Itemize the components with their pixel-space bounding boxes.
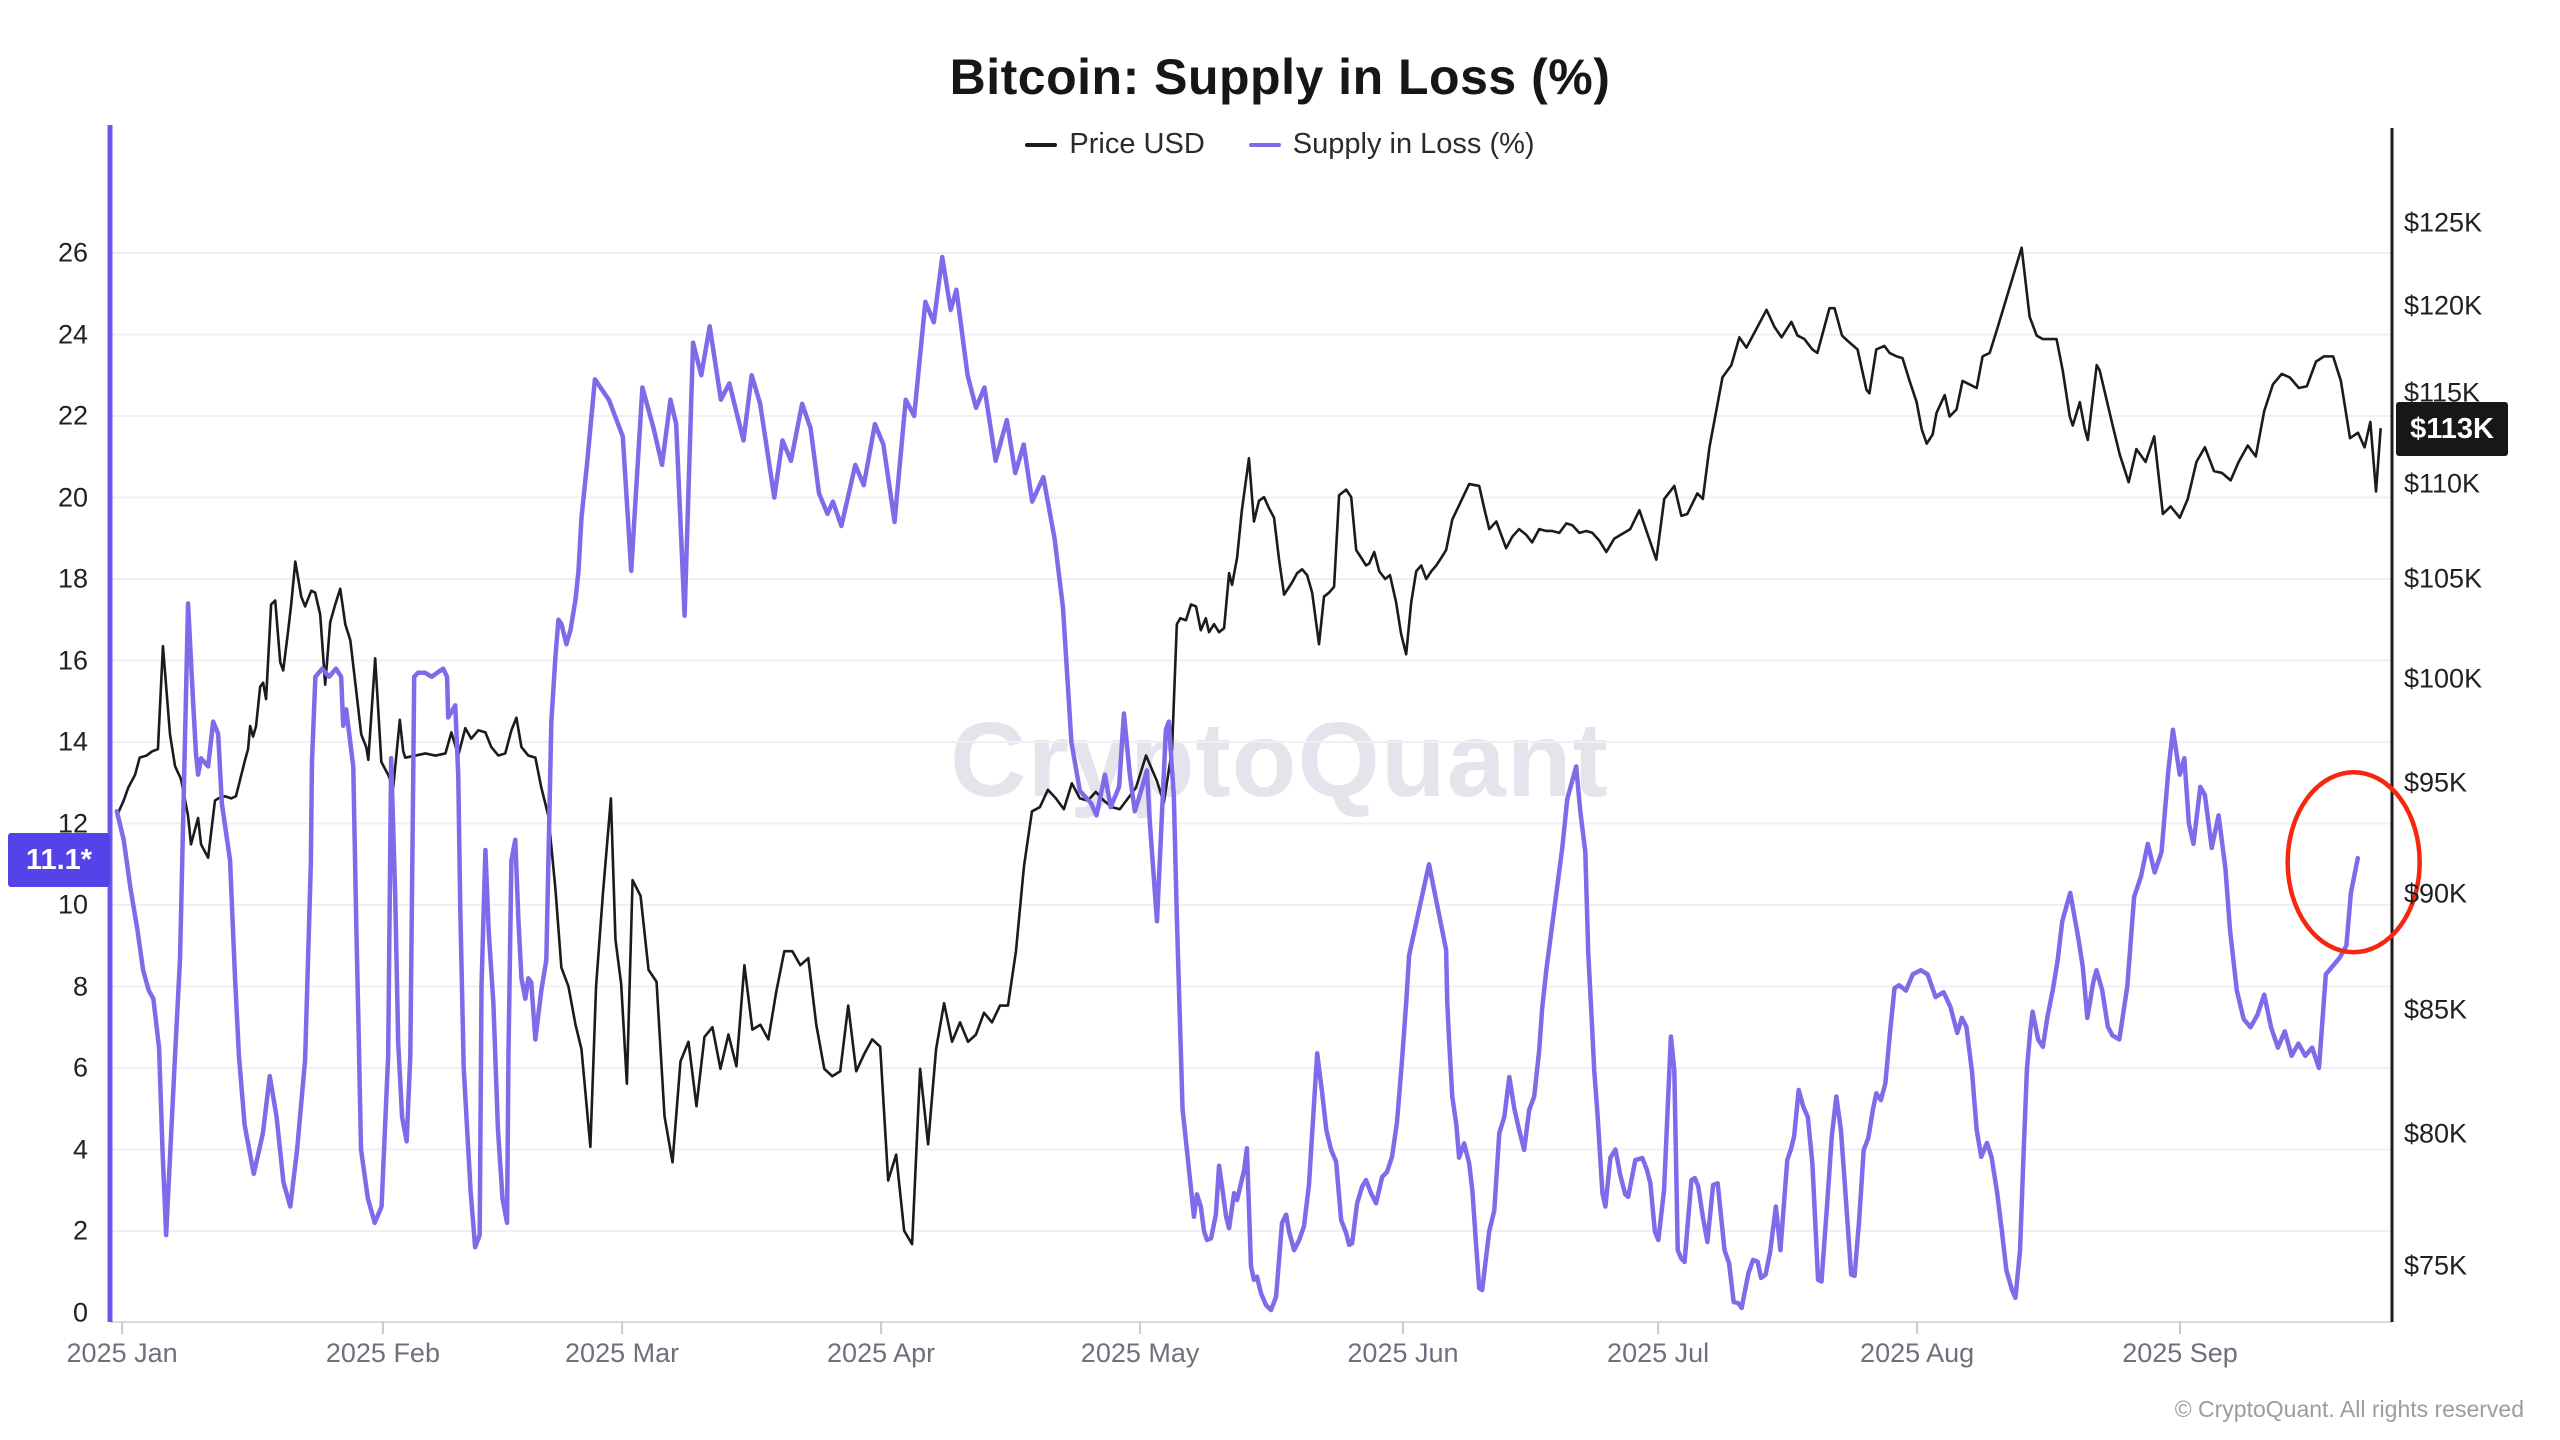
right-axis-tick-label: $95K	[2404, 767, 2468, 798]
right-axis-tick-label: $80K	[2404, 1118, 2468, 1149]
left-axis-tick-label: 10	[57, 889, 88, 920]
right-axis-tick-label: $125K	[2404, 207, 2483, 238]
x-axis-tick-label: 2025 Sep	[2122, 1338, 2238, 1368]
copyright-footer: © CryptoQuant. All rights reserved	[2174, 1396, 2524, 1422]
left-axis-tick-label: 16	[57, 645, 88, 675]
x-axis-tick-label: 2025 Feb	[325, 1338, 440, 1368]
left-axis-tick-label: 8	[72, 971, 88, 1001]
legend: Price USD Supply in Loss (%)	[0, 128, 2560, 161]
x-axis-tick-label: 2025 Jun	[1347, 1338, 1459, 1368]
left-axis-tick-label: 20	[57, 482, 88, 512]
x-axis-tick-label: 2025 Mar	[565, 1338, 680, 1368]
left-axis-tick-label: 18	[57, 563, 88, 594]
x-axis-tick-label: 2025 Apr	[827, 1338, 936, 1368]
x-axis-tick-label: 2025 May	[1080, 1338, 1200, 1368]
supply-in-loss-line	[114, 254, 2361, 1313]
price-current-value-badge: $113K	[2396, 402, 2508, 457]
left-axis-tick-label: 2	[72, 1215, 88, 1246]
legend-label-price: Price USD	[1069, 128, 1205, 160]
left-axis-tick-label: 22	[57, 400, 88, 431]
left-axis-tick-label: 12	[57, 808, 88, 838]
left-axis-tick-label: 14	[57, 726, 88, 757]
left-axis-tick-label: 0	[72, 1297, 88, 1327]
left-axis-tick-label: 26	[57, 237, 88, 268]
left-axis-tick-label: 6	[72, 1052, 88, 1083]
right-axis-tick-label: $90K	[2404, 878, 2468, 909]
price-line-swatch-icon	[1025, 142, 1058, 147]
chart-title: Bitcoin: Supply in Loss (%)	[949, 49, 1611, 105]
supply-line-swatch-icon	[1248, 142, 1281, 147]
price-usd-line	[115, 246, 2382, 1246]
legend-item-supply[interactable]: Supply in Loss (%)	[1248, 128, 1535, 161]
x-axis-tick-label: 2025 Jul	[1607, 1338, 1710, 1368]
supply-current-value-badge: 11.1*	[8, 833, 110, 888]
x-axis-tick-label: 2025 Aug	[1860, 1338, 1975, 1368]
left-axis-tick-label: 4	[72, 1134, 88, 1164]
left-axis-tick-label: 24	[57, 319, 88, 349]
legend-label-supply: Supply in Loss (%)	[1292, 128, 1535, 160]
right-axis-tick-label: $100K	[2404, 663, 2483, 694]
right-axis-tick-label: $75K	[2404, 1250, 2468, 1281]
right-axis-tick-label: $85K	[2404, 994, 2468, 1025]
right-axis-tick-label: $120K	[2404, 290, 2483, 321]
x-axis-tick-label: 2025 Jan	[66, 1338, 178, 1368]
highlight-circle-annotation	[2285, 769, 2422, 955]
right-axis-tick-label: $110K	[2404, 468, 2481, 499]
right-axis-tick-label: $105K	[2404, 563, 2483, 594]
legend-item-price[interactable]: Price USD	[1025, 128, 1205, 161]
